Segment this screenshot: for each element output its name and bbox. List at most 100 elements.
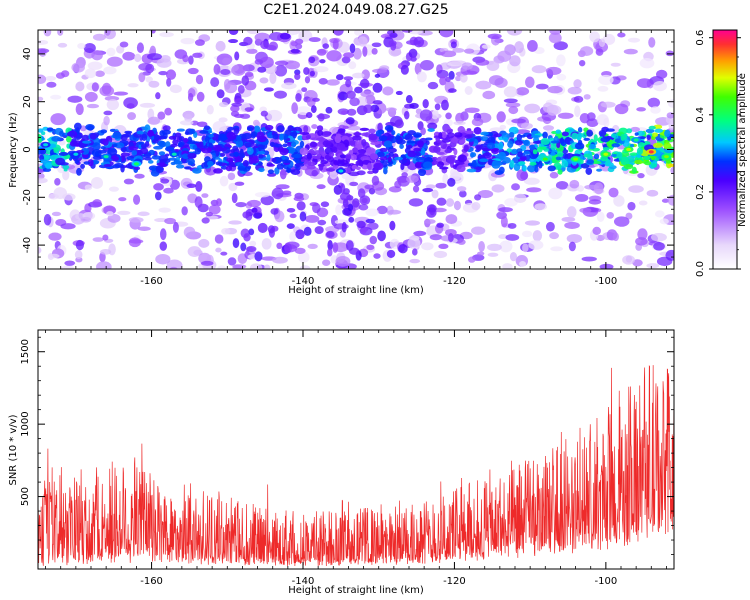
heatmap-cell xyxy=(579,207,592,213)
heatmap-cell xyxy=(482,152,492,158)
heatmap-cell xyxy=(294,163,305,167)
heatmap-cell xyxy=(370,153,378,161)
heatmap-cell xyxy=(38,74,47,85)
heatmap-cell xyxy=(404,110,410,120)
heatmap-cell xyxy=(234,51,240,61)
heatmap-cell xyxy=(227,126,234,131)
heatmap-cell xyxy=(312,97,320,102)
heatmap-cell xyxy=(345,154,352,159)
heatmap-cell xyxy=(625,212,633,220)
heatmap-cell xyxy=(588,143,597,150)
heatmap-cell xyxy=(90,176,104,189)
heatmap-cell xyxy=(652,80,667,92)
heatmap-cell xyxy=(136,141,145,145)
heatmap-cell xyxy=(455,112,465,124)
y-tick-label: 1500 xyxy=(20,339,31,364)
heatmap-cell xyxy=(497,50,512,62)
heatmap-cell xyxy=(653,241,665,251)
heatmap-cell xyxy=(279,148,289,156)
heatmap-cell xyxy=(246,30,261,35)
heatmap-cell xyxy=(534,203,548,211)
heatmap-cell xyxy=(367,170,374,175)
heatmap-cell xyxy=(331,146,338,153)
heatmap-cell xyxy=(168,135,177,140)
heatmap-cell xyxy=(156,140,165,146)
heatmap-cell xyxy=(103,66,117,75)
heatmap-cell xyxy=(244,71,254,78)
heatmap-cell xyxy=(169,266,178,269)
heatmap-cell xyxy=(140,143,147,149)
heatmap-cell xyxy=(237,85,245,94)
heatmap-cell xyxy=(290,169,301,175)
heatmap-cell xyxy=(665,50,674,57)
heatmap-cell xyxy=(322,259,331,267)
heatmap-cell xyxy=(564,128,570,133)
heatmap-cell xyxy=(377,151,385,158)
heatmap-cell xyxy=(631,166,637,174)
heatmap-cell xyxy=(643,161,652,166)
heatmap-cell xyxy=(535,83,549,90)
heatmap-cell xyxy=(346,108,357,116)
heatmap-cell xyxy=(174,159,182,165)
heatmap-cell xyxy=(165,69,177,80)
heatmap-cell xyxy=(406,146,411,150)
snr-y-ticks: 500 1000 1500 xyxy=(20,336,674,555)
heatmap-cell xyxy=(395,90,403,96)
heatmap-cell xyxy=(133,194,141,205)
heatmap-cell xyxy=(636,78,653,88)
heatmap-cell xyxy=(225,165,233,172)
heatmap-cell xyxy=(54,178,61,186)
heatmap-cell xyxy=(316,113,331,120)
heatmap-cell xyxy=(435,182,447,189)
heatmap-cell xyxy=(614,103,629,115)
heatmap-cell xyxy=(365,147,375,155)
heatmap-cell xyxy=(627,201,636,211)
spectrogram-cells xyxy=(38,30,674,269)
heatmap-cell xyxy=(394,119,404,129)
heatmap-cell xyxy=(335,133,342,138)
heatmap-cell xyxy=(85,123,95,131)
heatmap-cell xyxy=(519,261,527,267)
heatmap-cell xyxy=(463,144,469,152)
heatmap-cell xyxy=(218,117,228,123)
heatmap-cell xyxy=(201,148,211,154)
heatmap-cell xyxy=(348,149,354,155)
heatmap-cell xyxy=(177,150,183,159)
heatmap-cell xyxy=(309,70,316,77)
heatmap-cell xyxy=(374,73,381,78)
heatmap-cell xyxy=(307,243,318,249)
heatmap-cell xyxy=(542,102,554,113)
heatmap-cell xyxy=(514,139,523,146)
heatmap-cell xyxy=(441,139,451,143)
heatmap-cell xyxy=(457,154,467,163)
heatmap-cell xyxy=(241,75,250,86)
heatmap-cell xyxy=(636,147,644,155)
heatmap-cell xyxy=(564,221,580,229)
heatmap-cell xyxy=(422,99,429,109)
heatmap-cell xyxy=(401,30,413,33)
heatmap-cell xyxy=(46,127,54,132)
heatmap-cell xyxy=(456,186,467,192)
heatmap-cell xyxy=(611,153,618,158)
heatmap-cell xyxy=(407,237,421,250)
heatmap-cell xyxy=(459,73,468,83)
heatmap-cell xyxy=(506,30,523,36)
heatmap-cell xyxy=(466,128,472,132)
heatmap-cell xyxy=(294,247,306,254)
heatmap-cell xyxy=(498,207,513,213)
heatmap-cell xyxy=(613,216,630,227)
heatmap-cell xyxy=(194,147,202,155)
heatmap-cell xyxy=(333,160,340,166)
heatmap-cell xyxy=(164,217,176,225)
heatmap-cell xyxy=(634,159,643,165)
heatmap-cell xyxy=(412,185,420,193)
heatmap-cell xyxy=(532,230,543,242)
heatmap-cell xyxy=(410,56,417,62)
heatmap-cell xyxy=(448,233,454,243)
heatmap-cell xyxy=(154,191,162,201)
heatmap-cell xyxy=(477,190,494,199)
heatmap-cell xyxy=(670,166,674,175)
heatmap-cell xyxy=(188,55,194,65)
heatmap-cell xyxy=(274,60,289,66)
heatmap-cell xyxy=(605,128,615,132)
